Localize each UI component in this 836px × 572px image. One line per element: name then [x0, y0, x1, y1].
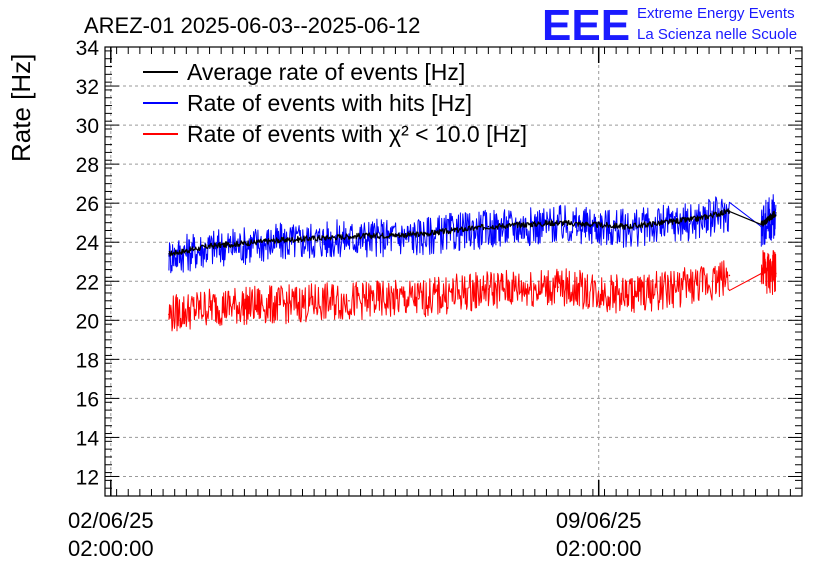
axes: 12 14 16 18 20 22 24 26 28 30 32 34 02/06/25 02:00:00… [68, 37, 803, 561]
y-tick-label: 20 [76, 310, 99, 333]
series-2-point [760, 272, 763, 275]
y-tick-label: 16 [76, 388, 99, 411]
y-tick-label: 18 [76, 349, 99, 372]
legend-entry-hits: Rate of events with hits [Hz] [187, 90, 472, 116]
x-tick-label-time: 02:00:00 [556, 536, 642, 561]
legend: Average rate of events [Hz] Rate of even… [143, 59, 527, 147]
series-2-point [557, 286, 559, 288]
series-2-point [417, 298, 420, 300]
series-1-point [760, 225, 763, 228]
x-tick-label-time: 02:00:00 [68, 536, 154, 561]
x-tick-label-date: 02/06/25 [68, 508, 154, 533]
series-2-point [775, 272, 777, 275]
series-2-point [208, 305, 211, 308]
series-2-point [728, 274, 731, 277]
y-tick-label: 34 [76, 37, 100, 60]
series-2-point [626, 294, 629, 296]
series-layer [168, 194, 777, 332]
y-axis-label: Rate [Hz] [6, 54, 36, 162]
logo-line-1: Extreme Energy Events [637, 5, 795, 22]
y-tick-label: 26 [76, 193, 99, 216]
y-tick-label: 30 [76, 115, 99, 138]
series-2-point [696, 284, 699, 286]
eee-logo: EEE Extreme Energy Events La Scienza nel… [542, 1, 797, 50]
series-2-point [348, 299, 350, 302]
y-tick-label: 12 [76, 466, 99, 489]
y-tick-label: 24 [76, 232, 100, 255]
y-tick-label: 32 [76, 76, 99, 99]
legend-entry-average: Average rate of events [Hz] [187, 59, 465, 85]
y-tick-label: 22 [76, 271, 99, 294]
series-2-point [487, 288, 490, 290]
series-2-point [278, 303, 281, 306]
series-line-2 [168, 250, 777, 332]
series-2-point [168, 313, 170, 316]
series-line-0 [168, 208, 777, 257]
series-line-1 [168, 194, 777, 274]
chart-title: AREZ-01 2025-06-03--2025-06-12 [84, 13, 420, 38]
y-tick-label: 14 [76, 427, 100, 450]
series-1-point [168, 255, 170, 257]
logo-line-2: La Scienza nelle Scuole [637, 26, 797, 43]
legend-entry-chi2: Rate of events with χ² < 10.0 [Hz] [187, 121, 527, 147]
grid [105, 46, 802, 496]
logo-mark: EEE [542, 1, 630, 50]
x-tick-label-date: 09/06/25 [556, 508, 642, 533]
y-tick-label: 28 [76, 154, 99, 177]
